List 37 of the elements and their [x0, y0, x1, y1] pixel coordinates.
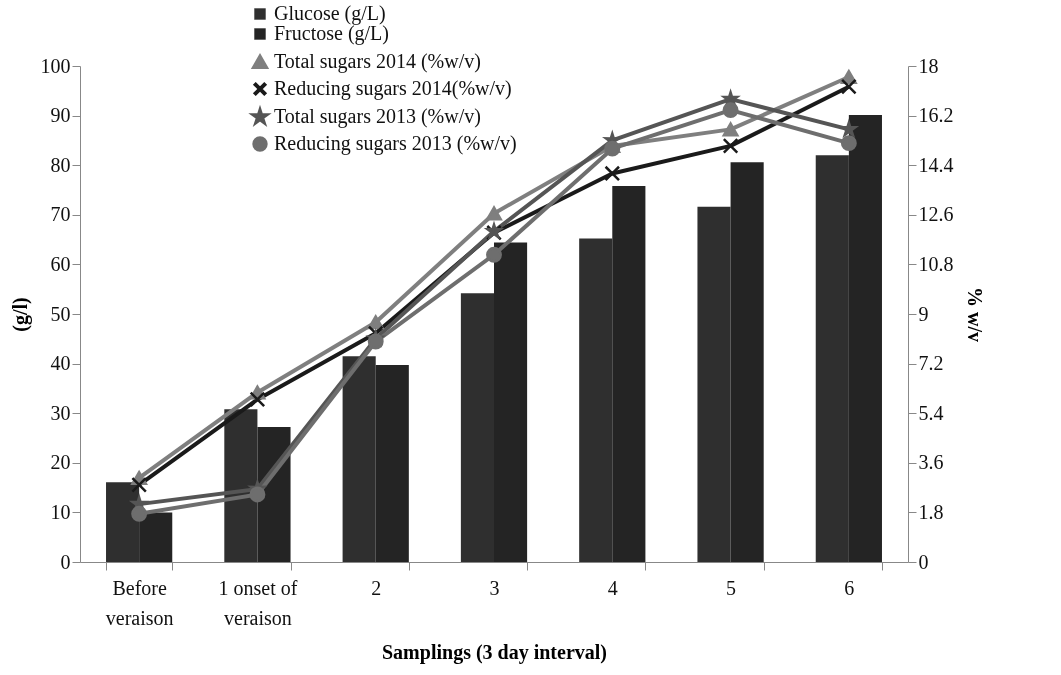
y-tick-label: 80	[50, 153, 71, 176]
x-tick-label: 4	[607, 576, 618, 599]
x-axis-title: Samplings (3 day interval)	[381, 640, 608, 664]
y2-tick-label: 0	[918, 550, 929, 573]
x-tick-label: 6	[844, 576, 855, 599]
y2-tick-label: 14.4	[918, 153, 954, 176]
y2-tick-label: 3.6	[918, 451, 944, 474]
y-tick-label: 50	[50, 302, 71, 325]
legend-label: Reducing sugars 2013 (%w/v)	[274, 132, 517, 155]
y-tick-label: 40	[50, 352, 71, 375]
y-tick-label: 90	[50, 104, 71, 127]
x-tick-label: Before veraison	[105, 576, 174, 629]
y2-tick-label: 16.2	[918, 104, 954, 127]
legend-label: Total sugars 2014 (%w/v)	[274, 50, 481, 73]
y-tick-label: 0	[60, 550, 71, 573]
x-tick-label: 3	[489, 576, 500, 599]
y2-tick-label: 1.8	[918, 500, 944, 523]
y-tick-label: 70	[50, 203, 71, 226]
y2-axis-title: % w/v	[963, 287, 986, 342]
y2-tick-label: 7.2	[918, 352, 944, 375]
legend-label: Reducing sugars 2014(%w/v)	[274, 77, 512, 100]
x-tick-label: 5	[726, 576, 737, 599]
y2-tick-label: 12.6	[918, 203, 954, 226]
y-tick-label: 60	[50, 252, 71, 275]
y-tick-label: 30	[50, 401, 71, 424]
y2-tick-label: 5.4	[918, 401, 944, 424]
legend-label: Total sugars 2013 (%w/v)	[274, 105, 481, 128]
y-tick-label: 100	[40, 54, 71, 77]
y-tick-label: 10	[50, 500, 71, 523]
y2-tick-label: 10.8	[918, 252, 954, 275]
y-tick-label: 20	[50, 451, 71, 474]
y2-tick-label: 9	[918, 302, 929, 325]
x-tick-label: 1 onset of veraison	[218, 576, 298, 629]
y2-tick-label: 18	[918, 54, 939, 77]
y-axis-title: (g/l)	[8, 297, 32, 332]
x-tick-label: 2	[371, 576, 382, 599]
legend-label: Glucose (g/L)	[274, 2, 386, 25]
